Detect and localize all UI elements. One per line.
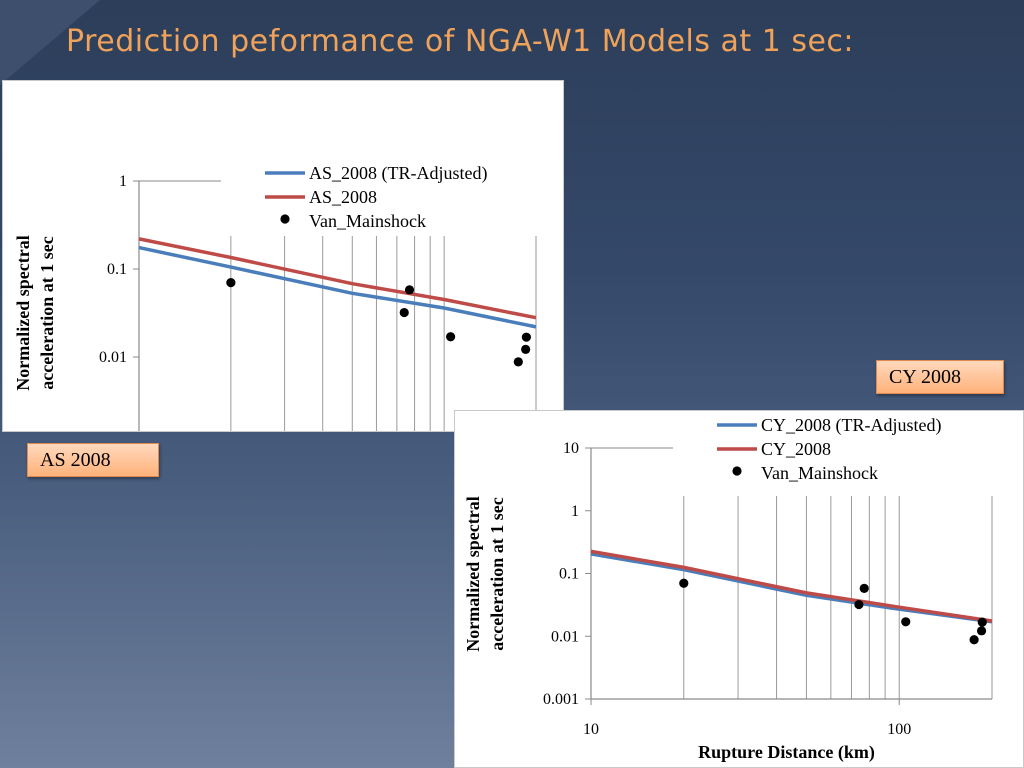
- data-point: [521, 344, 531, 355]
- data-point: [404, 285, 415, 295]
- legend-label: Van_Mainshock: [309, 211, 426, 231]
- legend-label: CY_2008: [761, 439, 831, 459]
- y-tick-label: 0.1: [559, 566, 579, 583]
- legend-marker: [732, 466, 742, 476]
- data-point: [226, 278, 236, 288]
- data-point: [976, 626, 987, 636]
- legend-label: AS_2008 (TR-Adjusted): [309, 163, 488, 184]
- y-axis-title: acceleration at 1 sec: [487, 497, 507, 650]
- corner-decoration: [0, 0, 100, 85]
- y-tick-label: 0.01: [99, 349, 127, 366]
- data-point: [969, 635, 979, 645]
- x-tick-label: 10: [583, 721, 599, 738]
- cy-2008-label: CY 2008: [876, 360, 1004, 394]
- data-point: [521, 332, 531, 342]
- as-2008-label: AS 2008: [27, 443, 159, 477]
- y-tick-label: 0.01: [551, 628, 579, 645]
- y-tick-label: 1: [571, 503, 579, 520]
- data-point: [977, 617, 987, 627]
- data-point: [901, 617, 911, 627]
- slide-title: Prediction peformance of NGA-W1 Models a…: [66, 24, 855, 59]
- y-axis-title: Normalized spectral: [463, 496, 483, 651]
- data-point: [446, 332, 456, 342]
- y-axis-title: Normalized spectral: [13, 235, 33, 390]
- cy-2008-chart: 10 1 0.1 0.01 0.001 10 100 CY_2008 (TR-Adjusted…: [454, 410, 1024, 768]
- y-tick-label: 0.1: [107, 261, 127, 278]
- x-axis-title: Rupture Distance (km): [698, 742, 875, 763]
- as-2008-chart: 10.10.010.00110100AS_2008 (TR-Adjusted)A…: [2, 80, 564, 432]
- legend-marker: [280, 214, 290, 224]
- x-tick-label: 100: [887, 721, 911, 738]
- y-tick-label: 10: [563, 440, 579, 457]
- legend-label: CY_2008 (TR-Adjusted): [761, 415, 941, 436]
- series-line: [138, 245, 537, 329]
- legend-label: Van_Mainshock: [761, 463, 878, 483]
- as-2008-chart-svg: 10.10.010.00110100AS_2008 (TR-Adjusted)A…: [13, 163, 537, 431]
- data-point: [859, 583, 869, 593]
- series-line: [590, 549, 993, 623]
- data-point: [399, 307, 409, 318]
- y-tick-label: 1: [119, 173, 127, 190]
- data-point: [854, 599, 864, 610]
- legend-label: AS_2008: [309, 187, 377, 207]
- data-point: [679, 578, 689, 588]
- data-point: [513, 357, 523, 367]
- series-line: [138, 237, 537, 320]
- y-axis-title: acceleration at 1 sec: [37, 236, 57, 389]
- y-tick-label: 0.001: [543, 691, 579, 708]
